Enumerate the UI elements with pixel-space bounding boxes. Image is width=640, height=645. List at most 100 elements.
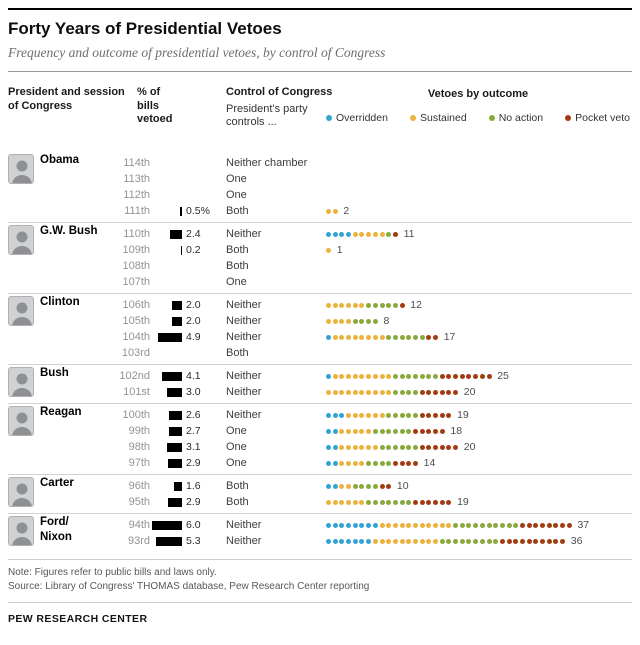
- veto-dots: 11: [326, 228, 632, 240]
- veto-dot-no_action: [412, 373, 418, 379]
- veto-dot-no_action: [399, 499, 405, 505]
- veto-dot-no_action: [379, 428, 385, 434]
- veto-dots: 25: [326, 370, 632, 382]
- portrait-reagan: [8, 406, 34, 436]
- veto-dot-sustained: [372, 412, 378, 418]
- veto-dot-no_action: [459, 538, 465, 544]
- veto-dot-pocket: [439, 428, 445, 434]
- pct-label: 2.7: [186, 425, 201, 437]
- pct-label: 2.0: [186, 315, 201, 327]
- veto-dots: 36: [326, 535, 632, 547]
- pct-bar-track: [150, 229, 182, 239]
- no_action-dot-icon: [488, 115, 495, 121]
- veto-row-105th: 105th 2.0 Neither 8: [8, 313, 632, 329]
- veto-dot-sustained: [359, 334, 365, 340]
- veto-dot-no_action: [479, 522, 485, 528]
- veto-row-99th: 99th 2.7 One 18: [8, 423, 632, 439]
- control-label: Neither: [226, 331, 262, 343]
- veto-dot-overridden: [326, 538, 331, 544]
- veto-dot-no_action: [392, 428, 398, 434]
- veto-row-111th: 111th 0.5% Both 2: [8, 203, 632, 219]
- veto-dot-no_action: [399, 428, 405, 434]
- veto-dot-pocket: [553, 522, 559, 528]
- veto-dot-pocket: [419, 499, 425, 505]
- portrait-gw-bush: [8, 225, 34, 255]
- veto-dot-pocket: [526, 522, 532, 528]
- brand-label: PEW RESEARCH CENTER: [8, 613, 148, 625]
- veto-dot-pocket: [446, 373, 452, 379]
- portrait-bush: [8, 367, 34, 397]
- pct-label: 5.3: [186, 535, 201, 547]
- brand-rule: [8, 602, 632, 603]
- veto-dot-pocket: [412, 428, 418, 434]
- veto-dot-sustained: [346, 483, 352, 489]
- veto-count-label: 17: [443, 331, 456, 343]
- veto-dot-sustained: [386, 522, 392, 528]
- pct-vetoed-cell: 4.1: [150, 370, 226, 382]
- veto-dot-pocket: [526, 538, 532, 544]
- veto-dot-pocket: [419, 428, 425, 434]
- control-label: Neither: [226, 386, 262, 398]
- veto-dot-no_action: [379, 302, 385, 308]
- veto-dot-no_action: [386, 334, 392, 340]
- veto-dot-sustained: [426, 522, 432, 528]
- pct-label: 4.9: [186, 331, 201, 343]
- veto-dot-no_action: [473, 522, 479, 528]
- veto-dot-sustained: [332, 334, 338, 340]
- legend-item-overridden: Overridden: [326, 112, 388, 124]
- veto-row-103rd: 103rd Both: [8, 345, 632, 361]
- veto-dot-overridden: [326, 522, 331, 528]
- veto-dot-no_action: [372, 428, 378, 434]
- president-name-reagan: Reagan: [40, 406, 82, 418]
- veto-dot-sustained: [366, 373, 372, 379]
- veto-row-106th: 106th 2.0 Neither 12: [8, 297, 632, 313]
- president-group-gw-bush: G.W. Bush 110th 2.4 Neither 11 109th 0.2 Both 1 1…: [8, 222, 632, 293]
- veto-dot-no_action: [426, 373, 432, 379]
- veto-dot-no_action: [479, 538, 485, 544]
- session-label: 96th: [128, 480, 150, 492]
- veto-dot-sustained: [352, 460, 358, 466]
- pct-bar: [172, 316, 182, 326]
- veto-dot-sustained: [359, 373, 365, 379]
- control-label: Both: [226, 260, 249, 272]
- veto-dot-sustained: [433, 522, 438, 528]
- veto-dot-sustained: [359, 460, 365, 466]
- veto-dot-overridden: [332, 444, 338, 450]
- pct-vetoed-cell: 0.2: [150, 244, 226, 256]
- veto-dot-no_action: [386, 460, 392, 466]
- veto-dot-no_action: [386, 444, 392, 450]
- veto-dot-sustained: [372, 389, 378, 395]
- session-label: 103rd: [121, 347, 150, 359]
- session-label: 112th: [123, 189, 150, 201]
- veto-dot-sustained: [339, 444, 345, 450]
- veto-row-113th: 113th One: [8, 171, 632, 187]
- veto-count-label: 20: [463, 386, 476, 398]
- veto-dot-sustained: [346, 334, 352, 340]
- pct-bar: [181, 245, 182, 255]
- veto-dot-pocket: [426, 389, 432, 395]
- veto-dot-no_action: [372, 318, 378, 324]
- veto-dot-sustained: [339, 483, 345, 489]
- pct-bar: [161, 371, 182, 381]
- veto-dot-pocket: [453, 373, 459, 379]
- veto-dot-sustained: [359, 389, 365, 395]
- control-label: Both: [226, 244, 249, 256]
- pct-label: 1.6: [186, 480, 201, 492]
- veto-dot-overridden: [346, 522, 352, 528]
- veto-dot-sustained: [372, 444, 378, 450]
- veto-row-100th: 100th 2.6 Neither 19: [8, 407, 632, 423]
- pct-label: 2.9: [186, 496, 201, 508]
- veto-dot-pocket: [419, 412, 425, 418]
- veto-dot-overridden: [326, 231, 331, 237]
- veto-dot-pocket: [439, 373, 445, 379]
- veto-dot-no_action: [412, 334, 418, 340]
- veto-dot-sustained: [379, 389, 385, 395]
- pct-label: 4.1: [186, 370, 201, 382]
- veto-dot-sustained: [386, 373, 392, 379]
- veto-dot-pocket: [519, 522, 525, 528]
- veto-dot-overridden: [332, 460, 338, 466]
- veto-dots: 12: [326, 299, 632, 311]
- pct-label: 3.1: [186, 441, 201, 453]
- veto-dot-pocket: [392, 231, 398, 237]
